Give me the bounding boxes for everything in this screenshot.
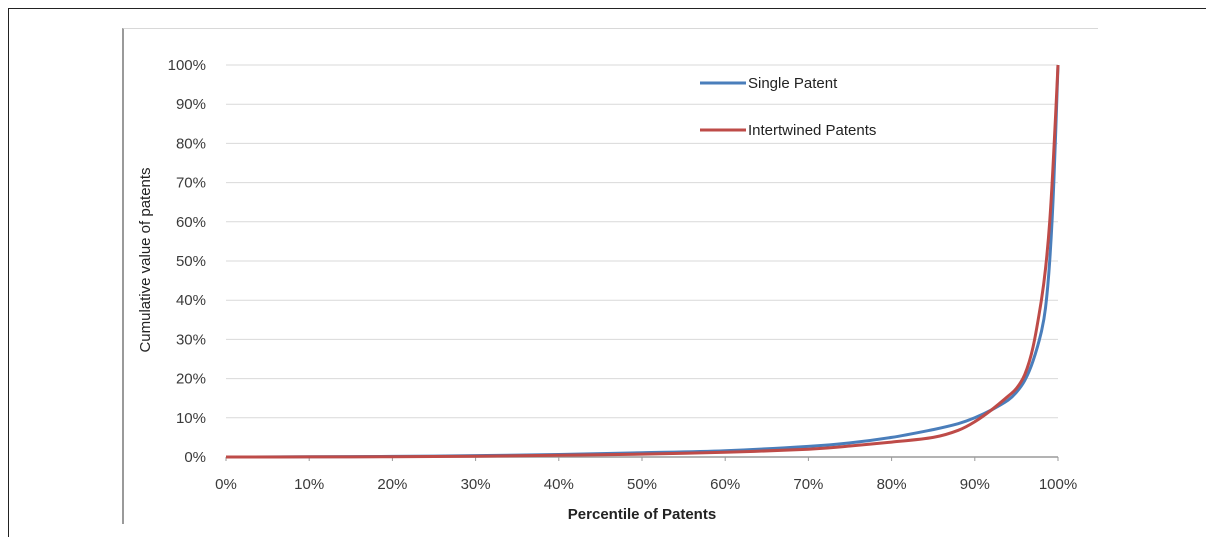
x-tick-label: 10% <box>294 476 324 493</box>
y-tick-label: 30% <box>176 331 206 348</box>
x-tick-label: 40% <box>544 476 574 493</box>
x-tick-label: 0% <box>215 476 237 493</box>
y-axis-title: Cumulative value of patents <box>137 167 154 352</box>
x-axis-title: Percentile of Patents <box>568 506 716 523</box>
y-tick-label: 0% <box>184 449 206 466</box>
x-tick-label: 20% <box>377 476 407 493</box>
y-tick-label: 90% <box>176 96 206 113</box>
legend-label: Intertwined Patents <box>748 122 876 139</box>
series-line-intertwined-patents <box>225 64 1060 459</box>
y-tick-label: 60% <box>176 214 206 231</box>
x-tick-label: 50% <box>627 476 657 493</box>
legend-label: Single Patent <box>748 75 838 92</box>
x-tick-label: 90% <box>960 476 990 493</box>
chart-area <box>122 28 1098 524</box>
y-tick-label: 100% <box>168 57 206 74</box>
y-tick-label: 70% <box>176 175 206 192</box>
y-axis-ticks: 0% 10% 20% 30% 40% 50% 60% 70% 80% 90% 100% <box>168 57 206 466</box>
y-tick-label: 50% <box>176 253 206 270</box>
x-tick-label: 80% <box>877 476 907 493</box>
legend: Single Patent Intertwined Patents <box>700 75 876 139</box>
y-tick-label: 20% <box>176 371 206 388</box>
y-tick-label: 10% <box>176 410 206 427</box>
series-lines <box>225 64 1060 459</box>
y-tick-label: 40% <box>176 292 206 309</box>
page-frame <box>8 8 1206 537</box>
y-tick-label: 80% <box>176 135 206 152</box>
gridlines <box>226 64 1058 419</box>
x-tick-label: 60% <box>710 476 740 493</box>
x-axis-ticks: 0% 10% 20% 30% 40% 50% 60% 70% 80% 90% 100% <box>215 457 1077 493</box>
x-tick-label: 70% <box>793 476 823 493</box>
x-tick-label: 30% <box>461 476 491 493</box>
x-tick-label: 100% <box>1039 476 1077 493</box>
